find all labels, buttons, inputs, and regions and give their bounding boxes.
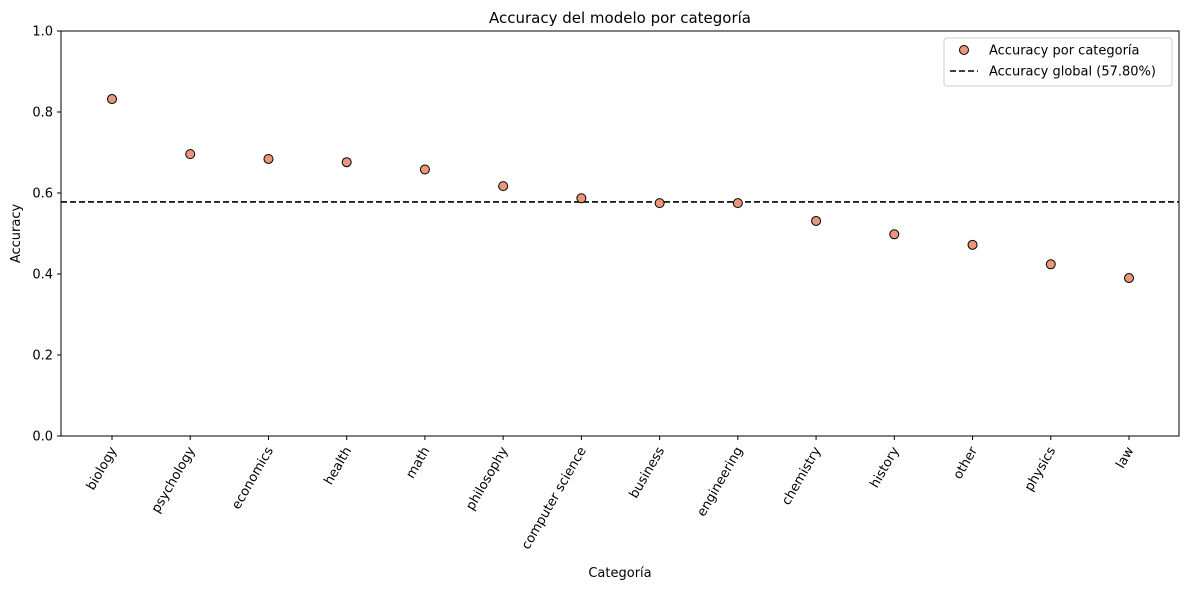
data-point: [1124, 273, 1134, 284]
x-axis-label: Categoría: [588, 566, 651, 581]
data-point: [185, 149, 196, 160]
legend-box: [943, 37, 1173, 87]
y-axis-ticks: 0.0 0.2 0.4 0.6 0.8 1.0: [32, 25, 61, 445]
y-tick-label: 0.2: [32, 349, 53, 364]
legend-marker-scatter: [959, 45, 969, 55]
data-point: [576, 193, 587, 204]
data-point: [732, 198, 743, 209]
legend-label-series: Accuracy por categoría: [989, 44, 1140, 59]
data-point: [811, 215, 822, 226]
chart-title: Accuracy del modelo por categoría: [489, 9, 751, 27]
data-point: [654, 198, 665, 209]
data-point: [498, 181, 509, 192]
data-point: [967, 239, 978, 250]
legend-label-reference: Accuracy global (57.80%): [989, 65, 1156, 80]
data-point: [889, 229, 900, 240]
data-points: [107, 94, 1134, 284]
y-axis-label: Accuracy: [9, 204, 24, 264]
y-tick-label: 0.8: [32, 106, 53, 121]
plot-frame: [60, 30, 1180, 437]
legend: Accuracy por categoría Accuracy global (…: [943, 37, 1173, 87]
data-point: [419, 164, 430, 175]
data-point: [263, 153, 274, 164]
y-tick-label: 0.0: [32, 430, 53, 445]
data-point: [341, 157, 352, 168]
data-point: [107, 94, 117, 105]
data-point: [1045, 259, 1056, 270]
y-tick-label: 0.4: [32, 268, 53, 283]
y-tick-label: 0.6: [32, 187, 53, 202]
y-tick-label: 1.0: [32, 25, 53, 40]
